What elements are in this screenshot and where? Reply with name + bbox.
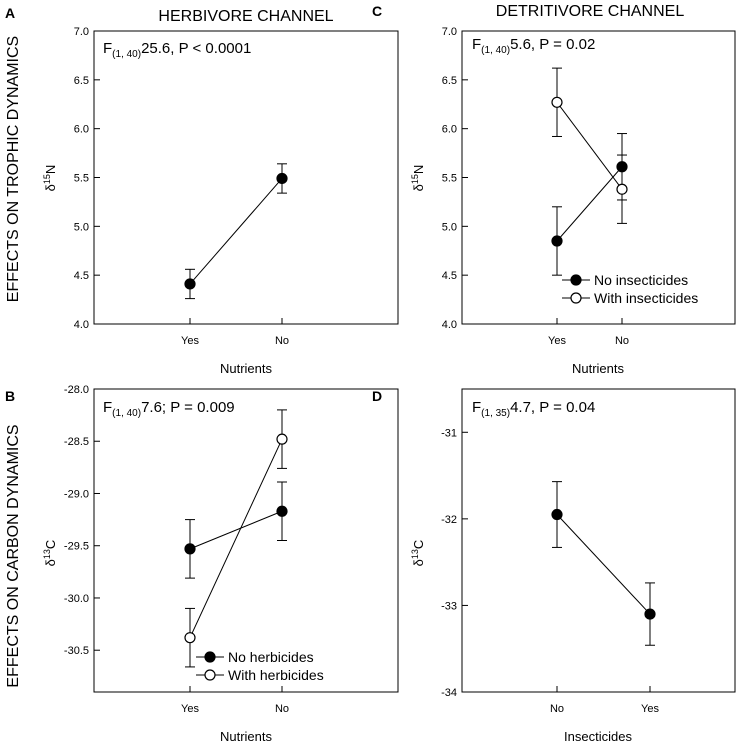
data-point: [616, 161, 628, 173]
panel-c: C F(1, 40)5.6, P = 0.02 δ15N Nutrients 4…: [372, 3, 736, 376]
series-line: [189, 510, 283, 550]
data-marks: [184, 409, 288, 668]
legend-label: No insecticides: [594, 272, 688, 288]
axis-ticks: 4.0 4.5 5.0 5.5 6.0 6.5 7.0 Yes No: [74, 26, 289, 347]
y-tick-label: 7.0: [74, 26, 89, 38]
legend-marker: [570, 292, 582, 304]
data-point: [276, 505, 288, 517]
data-point: [551, 235, 563, 247]
data-point: [184, 543, 196, 555]
y-tick-label: -29.0: [64, 488, 89, 500]
y-tick-label: 5.0: [74, 221, 89, 233]
legend-marker: [570, 274, 582, 286]
data-point: [644, 608, 656, 620]
x-axis-label: Nutrients: [572, 361, 625, 376]
legend-label: With herbicides: [228, 667, 324, 683]
column-title-herbivore: HERBIVORE CHANNEL: [158, 8, 333, 25]
stat-annotation: F(1, 35)4.7, P = 0.04: [472, 399, 595, 419]
y-tick-label: 6.0: [74, 124, 89, 136]
y-tick-label: 4.5: [442, 270, 457, 282]
row-label-carbon: EFFECTS ON CARBON DYNAMICS: [5, 424, 22, 687]
y-tick-label: -32: [441, 514, 457, 526]
y-tick-label: 6.0: [442, 124, 457, 136]
y-tick-label: 4.0: [442, 319, 457, 331]
plot-frame: [461, 388, 736, 693]
y-axis-label: δ13C: [42, 540, 58, 567]
x-axis-label: Insecticides: [564, 729, 632, 744]
legend-label: No herbicides: [228, 649, 314, 665]
column-title-detritivore: DETRITIVORE CHANNEL: [496, 3, 685, 20]
legend-marker: [204, 669, 216, 681]
legend: No insecticides With insecticides: [562, 272, 698, 306]
panel-a: A F(1, 40)25.6, P < 0.0001 δ15N Nutrient…: [5, 5, 399, 376]
data-point: [276, 172, 288, 185]
data-marks: [551, 67, 628, 276]
stat-annotation: F(1, 40)25.6, P < 0.0001: [103, 40, 251, 60]
y-tick-label: 4.0: [74, 319, 89, 331]
series-line: [189, 438, 283, 638]
series-line: [189, 178, 283, 285]
x-tick-label: Yes: [181, 703, 199, 715]
y-tick-label: 5.5: [442, 173, 457, 185]
y-tick-label: 6.5: [74, 75, 89, 87]
x-tick-label: Yes: [641, 703, 659, 715]
x-tick-label: No: [615, 335, 629, 347]
data-point: [184, 278, 196, 290]
panel-letter: A: [5, 5, 15, 21]
data-marks: [184, 163, 288, 300]
data-marks: [551, 481, 656, 646]
legend-marker: [204, 651, 216, 663]
plot-frame: [93, 388, 399, 693]
series-line: [556, 101, 623, 190]
data-point: [551, 96, 563, 108]
panel-letter: B: [5, 388, 15, 404]
panel-letter: C: [372, 3, 382, 19]
axis-ticks: -34 -33 -32 -31 No Yes: [441, 427, 659, 715]
legend: No herbicides With herbicides: [196, 649, 324, 683]
data-point: [551, 508, 563, 521]
y-axis-label: δ15N: [410, 165, 426, 192]
data-point: [616, 183, 628, 195]
y-tick-label: -30.5: [64, 645, 89, 657]
y-tick-label: 7.0: [442, 26, 457, 38]
stat-annotation: F(1, 40)7.6; P = 0.009: [103, 399, 235, 419]
x-tick-label: No: [275, 335, 289, 347]
y-tick-label: -34: [441, 687, 457, 699]
x-axis-label: Nutrients: [220, 729, 273, 744]
data-point: [276, 433, 288, 445]
y-tick-label: 6.5: [442, 75, 457, 87]
series-line: [556, 166, 623, 242]
x-tick-label: Yes: [548, 335, 566, 347]
legend-label: With insecticides: [594, 290, 698, 306]
y-tick-label: 5.0: [442, 221, 457, 233]
y-tick-label: -31: [441, 427, 457, 439]
y-tick-label: -28.0: [64, 384, 89, 396]
plot-frame: [93, 30, 399, 325]
x-tick-label: No: [550, 703, 564, 715]
x-tick-label: No: [275, 703, 289, 715]
y-tick-label: 4.5: [74, 270, 89, 282]
y-tick-label: -33: [441, 600, 457, 612]
panel-letter: D: [372, 388, 382, 404]
series-line: [556, 514, 651, 615]
axis-ticks: 4.0 4.5 5.0 5.5 6.0 6.5 7.0 Yes No: [442, 26, 629, 347]
y-tick-label: -30.0: [64, 593, 89, 605]
y-axis-label: δ15N: [42, 165, 58, 192]
panel-d: D F(1, 35)4.7, P = 0.04 δ13C Insecticide…: [372, 388, 736, 744]
y-tick-label: -28.5: [64, 436, 89, 448]
x-tick-label: Yes: [181, 335, 199, 347]
data-point: [184, 632, 196, 644]
y-tick-label: 5.5: [74, 173, 89, 185]
axis-ticks: -30.5 -30.0 -29.5 -29.0 -28.5 -28.0 Yes No: [64, 384, 289, 715]
y-axis-label: δ13C: [410, 540, 426, 567]
panel-b: B F(1, 40)7.6; P = 0.009 δ13C Nutrients …: [5, 384, 399, 744]
stat-annotation: F(1, 40)5.6, P = 0.02: [472, 36, 595, 56]
x-axis-label: Nutrients: [220, 361, 273, 376]
y-tick-label: -29.5: [64, 541, 89, 553]
row-label-trophic: EFFECTS ON TROPHIC DYNAMICS: [5, 36, 22, 302]
